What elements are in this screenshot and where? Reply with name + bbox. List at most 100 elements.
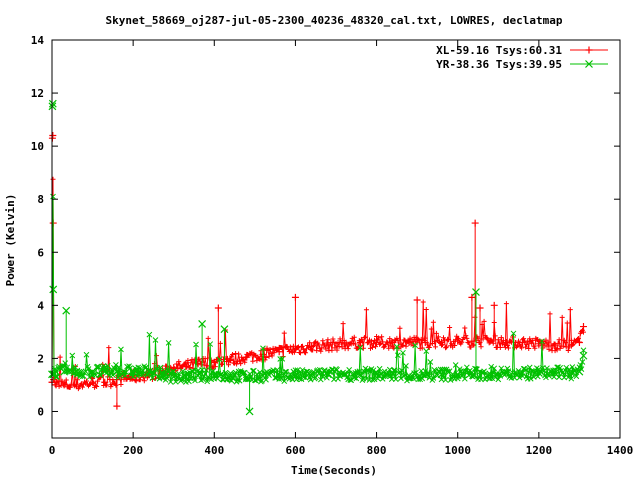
data-point <box>181 373 190 381</box>
data-point <box>519 338 527 346</box>
spike-point <box>413 296 421 304</box>
data-point <box>389 338 397 346</box>
spike-point <box>468 293 476 301</box>
data-point <box>226 371 235 380</box>
series-yr <box>48 99 588 416</box>
x-tick-label: 600 <box>285 444 305 457</box>
y-tick-label: 4 <box>37 299 44 312</box>
x-axis-label: Time(Seconds) <box>291 464 377 477</box>
y-tick-label: 6 <box>37 246 44 259</box>
spike-point <box>62 306 71 315</box>
y-tick-label: 2 <box>37 352 44 365</box>
data-point <box>72 381 80 389</box>
data-point <box>405 338 413 346</box>
spike-point <box>214 304 222 312</box>
data-point <box>48 99 57 108</box>
data-point <box>129 367 138 376</box>
data-point <box>486 370 495 379</box>
data-point <box>405 371 413 380</box>
data-point <box>421 371 430 380</box>
data-point <box>101 378 109 386</box>
data-point <box>567 369 576 377</box>
data-point <box>112 367 121 376</box>
series-xl <box>48 132 587 410</box>
data-point <box>567 341 575 349</box>
data-point <box>372 370 381 379</box>
spike-point <box>245 407 254 416</box>
spike-point <box>471 219 479 227</box>
legend-label: XL-59.16 Tsys:60.31 <box>436 44 562 57</box>
data-point <box>182 362 190 370</box>
data-point <box>308 342 316 350</box>
spike-point <box>490 301 498 309</box>
data-point <box>60 367 69 376</box>
data-point <box>502 369 511 377</box>
data-point <box>161 370 170 379</box>
plot-area <box>48 99 588 416</box>
data-point <box>227 356 235 364</box>
x-tick-label: 800 <box>367 444 387 457</box>
y-axis-label: Power (Kelvin) <box>4 194 17 287</box>
data-point <box>454 337 462 345</box>
data-point <box>579 323 587 331</box>
data-point <box>551 369 560 377</box>
data-point <box>145 367 154 376</box>
legend-label: YR-38.36 Tsys:39.95 <box>436 58 562 71</box>
data-point <box>52 381 60 389</box>
data-point <box>89 378 97 386</box>
series-markers <box>49 193 587 385</box>
data-point <box>194 371 202 380</box>
data-point <box>534 369 543 377</box>
data-point <box>60 381 68 389</box>
x-tick-label: 200 <box>123 444 143 457</box>
data-point <box>502 338 510 346</box>
data-point <box>437 338 445 346</box>
data-point <box>49 285 58 294</box>
data-point <box>291 371 300 380</box>
data-point <box>453 370 462 379</box>
data-point <box>518 369 527 377</box>
data-point <box>575 367 584 376</box>
data-point <box>210 358 218 366</box>
legend-marker <box>585 46 593 54</box>
x-tick-label: 400 <box>204 444 224 457</box>
spike-point <box>113 402 121 410</box>
data-point <box>88 367 97 376</box>
data-point <box>551 341 559 349</box>
data-point <box>100 367 109 376</box>
axes: 0 200 400 600 800 1000 1200 1400 0 2 4 6 8 10 12 14 <box>31 34 634 457</box>
data-point <box>259 371 267 380</box>
spike-point <box>472 288 480 296</box>
y-tick-label: 12 <box>31 87 44 100</box>
data-point <box>113 376 121 384</box>
data-point <box>373 338 381 346</box>
data-point <box>291 345 299 353</box>
data-point <box>49 132 57 140</box>
spike-point <box>198 319 207 328</box>
data-point <box>486 337 494 345</box>
data-point <box>356 338 364 346</box>
series-markers <box>49 176 586 392</box>
data-point <box>340 370 349 379</box>
x-tick-label: 1000 <box>444 444 471 457</box>
y-tick-label: 0 <box>37 405 44 418</box>
data-point <box>388 370 397 379</box>
data-point <box>579 351 588 360</box>
chart-title: Skynet_58669_oj287-jul-05-2300_40236_483… <box>106 14 563 27</box>
data-point <box>575 338 583 346</box>
x-tick-label: 1400 <box>607 444 634 457</box>
data-point <box>242 373 251 381</box>
data-point <box>324 341 332 349</box>
data-point <box>437 370 446 379</box>
data-point <box>470 370 478 379</box>
data-point <box>169 373 178 381</box>
data-point <box>275 348 283 356</box>
data-point <box>210 371 219 380</box>
y-tick-label: 8 <box>37 193 44 206</box>
data-point <box>275 371 284 380</box>
data-point <box>323 370 332 379</box>
spike-point <box>291 293 299 301</box>
spike-point <box>220 325 229 334</box>
